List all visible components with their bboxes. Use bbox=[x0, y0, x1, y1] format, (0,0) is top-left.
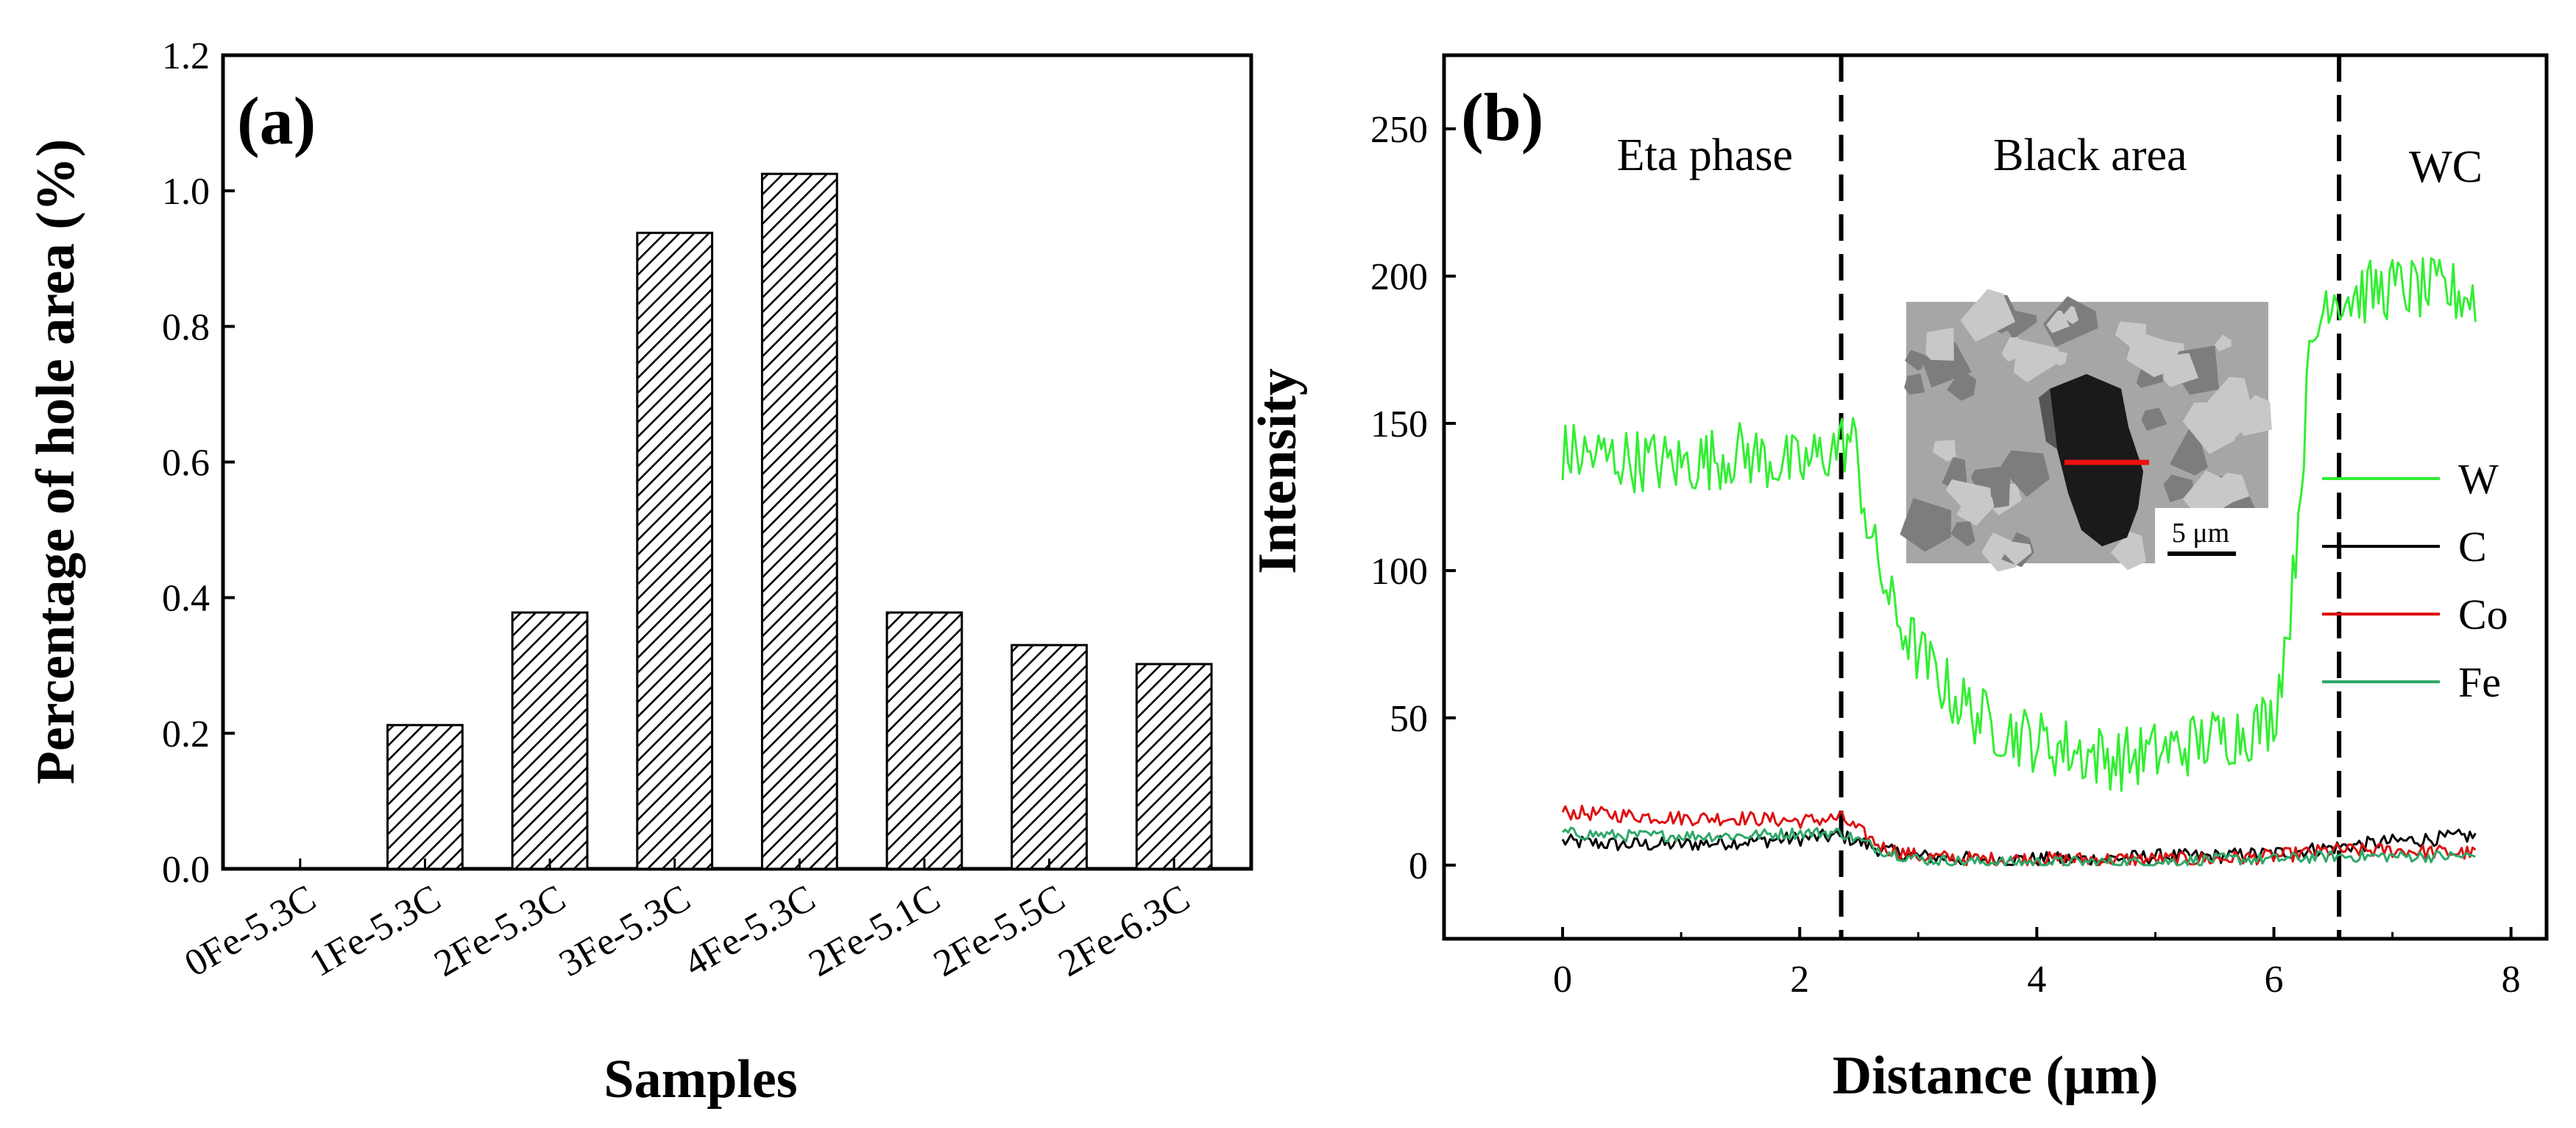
panel-b-y-axis-title: Intensity bbox=[1248, 368, 1308, 574]
sem-grain bbox=[2182, 401, 2235, 454]
panel-b-y-tick-label: 50 bbox=[1390, 698, 1428, 740]
bar-3Fe-5.3C bbox=[636, 231, 714, 870]
panel-a-y-tick-label: 1.0 bbox=[162, 171, 210, 213]
panel-b-y-tick-label: 150 bbox=[1370, 403, 1428, 445]
panel-a-y-tick-label: 0.6 bbox=[162, 443, 210, 484]
panel-b-y-tick-label: 0 bbox=[1409, 845, 1428, 887]
panel-a-x-tick-label: 2Fe-6.3C bbox=[1052, 877, 1197, 985]
panel-b-x-tick-label: 6 bbox=[2265, 959, 2284, 1001]
region-label: WC bbox=[2409, 142, 2483, 192]
panel-b-y-tick-label: 200 bbox=[1370, 256, 1428, 298]
series-line-W bbox=[1561, 257, 2477, 792]
sem-grain bbox=[1945, 479, 1992, 519]
panel-b-y-axis: 0 50 100 150 200 250 bbox=[1370, 109, 1456, 887]
panel-a-y-axis-title: Percentage of hole area (%) bbox=[26, 139, 86, 785]
sem-inset-gray-rim bbox=[2039, 389, 2057, 449]
panel-a-y-tick-label: 0.8 bbox=[162, 306, 210, 348]
panel-b-x-axis-title: Distance (μm) bbox=[1833, 1046, 2159, 1106]
panel-a-y-axis: 0.0 0.2 0.4 0.6 0.8 1.0 1.2 bbox=[162, 35, 235, 891]
sem-grain bbox=[2062, 306, 2079, 325]
panel-b-frame bbox=[1442, 53, 2549, 941]
bar-2Fe-5.5C bbox=[1011, 644, 1088, 870]
panel-b-legend: WC Co Fe bbox=[2322, 455, 2508, 706]
panel-b-region-dividers bbox=[1839, 55, 2342, 939]
region-label: Eta phase bbox=[1617, 130, 1793, 180]
legend-label-W: W bbox=[2458, 455, 2499, 503]
panel-b-x-tick-label: 8 bbox=[2502, 959, 2521, 1001]
sem-grain bbox=[1904, 373, 1925, 395]
panel-a-x-tick-label: 2Fe-5.3C bbox=[428, 877, 573, 985]
panel-b-label: (b) bbox=[1461, 80, 1543, 155]
sem-grain bbox=[1925, 327, 1954, 361]
panel-a-x-tick-label: 1Fe-5.3C bbox=[302, 877, 447, 985]
panel-a-y-tick-label: 0.2 bbox=[162, 713, 210, 755]
legend-label-Fe: Fe bbox=[2458, 658, 2501, 706]
sem-grain bbox=[2141, 407, 2168, 431]
panel-b-region-labels: Eta phase Black area WC bbox=[1617, 130, 2483, 192]
series-line-C bbox=[1561, 828, 2477, 867]
panel-a-x-tick-label: 4Fe-5.3C bbox=[677, 877, 822, 985]
sem-grain bbox=[2126, 331, 2176, 378]
bar-2Fe-5.1C bbox=[885, 611, 963, 870]
panel-a-x-tick-label: 2Fe-5.5C bbox=[927, 877, 1072, 985]
panel-a-x-axis-title: Samples bbox=[604, 1049, 797, 1110]
panel-b-y-tick-label: 250 bbox=[1370, 109, 1428, 151]
panel-a-frame bbox=[221, 53, 1253, 871]
sem-grain bbox=[2000, 450, 2050, 498]
panel-a-bars bbox=[386, 172, 1213, 870]
sem-grain bbox=[2214, 334, 2232, 352]
sem-grain bbox=[2110, 532, 2146, 571]
series-line-Fe bbox=[1562, 826, 2476, 867]
panel-a: (a) 0.0 0.2 0.4 0.6 0.8 1.0 1.2 0Fe-5.3C1Fe-5.… bbox=[26, 35, 1253, 1110]
sem-grain bbox=[1933, 440, 1956, 462]
panel-b: (b) Eta phase Black area WC 05010015020025… bbox=[1248, 53, 2549, 1106]
region-label: Black area bbox=[1993, 130, 2187, 180]
panel-a-y-tick-label: 0.4 bbox=[162, 578, 210, 620]
sem-inset-scale-label: 5 μm bbox=[2172, 518, 2229, 549]
panel-a-y-tick-label: 0.0 bbox=[162, 849, 210, 891]
panel-b-x-tick-label: 0 bbox=[1553, 959, 1572, 1001]
panel-b-x-tick-label: 4 bbox=[2027, 959, 2046, 1001]
panel-a-x-axis: 0Fe-5.3C1Fe-5.3C2Fe-5.3C3Fe-5.3C4Fe-5.3C… bbox=[177, 859, 1197, 985]
panel-a-y-tick-label: 1.2 bbox=[162, 35, 210, 77]
panel-a-x-tick-label: 0Fe-5.3C bbox=[177, 877, 322, 985]
panel-b-x-axis: 0 2 4 6 8 bbox=[1553, 927, 2521, 1001]
sem-grain bbox=[1970, 465, 2011, 510]
bar-1Fe-5.3C bbox=[386, 724, 464, 870]
panel-b-x-tick-label: 2 bbox=[1790, 959, 1809, 1001]
sem-grain bbox=[2001, 337, 2027, 362]
sem-grain bbox=[2014, 339, 2060, 383]
sem-grain bbox=[1947, 369, 1977, 401]
sem-grain bbox=[1950, 521, 1975, 547]
panel-a-x-tick-label: 2Fe-5.1C bbox=[802, 877, 947, 985]
legend-label-Co: Co bbox=[2458, 591, 2508, 638]
panel-a-label: (a) bbox=[237, 83, 316, 158]
sem-grain bbox=[1960, 289, 2016, 342]
sem-grain bbox=[1900, 498, 1952, 552]
sem-grain bbox=[2046, 310, 2070, 334]
bar-2Fe-6.3C bbox=[1135, 663, 1213, 870]
sem-grain bbox=[2003, 540, 2032, 565]
sem-inset: 5 μm bbox=[1900, 289, 2272, 572]
sem-grain bbox=[1905, 350, 1926, 371]
panel-b-series bbox=[1561, 257, 2477, 867]
panel-a-x-tick-label: 3Fe-5.3C bbox=[552, 877, 697, 985]
panel-b-y-tick-label: 100 bbox=[1370, 551, 1428, 593]
bar-2Fe-5.3C bbox=[511, 611, 589, 870]
bar-4Fe-5.3C bbox=[760, 172, 838, 870]
legend-label-C: C bbox=[2458, 523, 2487, 571]
